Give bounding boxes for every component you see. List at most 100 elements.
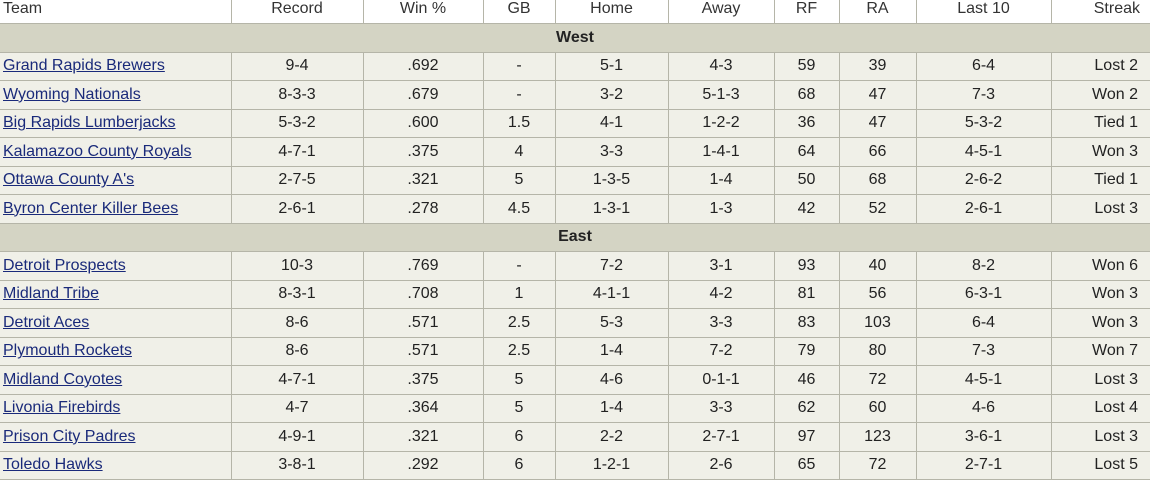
cell-ra: 103 [838,308,917,338]
cell-ra: 66 [838,137,917,167]
cell-team: Toledo Hawks [0,450,232,480]
column-header-last-10: Last 10 [915,0,1052,24]
cell-away: 0-1-1 [667,365,775,395]
cell-home: 4-1-1 [554,279,669,309]
cell-streak: Lost 4 [1050,393,1150,423]
cell-away: 1-4 [667,165,775,195]
cell-streak: Won 3 [1050,308,1150,338]
cell-rf: 62 [773,393,840,423]
table-row: Livonia Firebirds 4-7.364 5 1-4 3-3 62 60 4-6 Lo… [0,393,1150,423]
team-link[interactable]: Big Rapids Lumberjacks [3,114,176,132]
cell-gb: 5 [482,165,556,195]
cell-team: Grand Rapids Brewers [0,51,232,81]
cell-streak: Tied 1 [1050,108,1150,138]
table-row: Wyoming Nationals 8-3-3.679-3-2 5-1-3 68 47 7… [0,80,1150,110]
team-link[interactable]: Detroit Prospects [3,256,126,274]
cell-rf: 36 [773,108,840,138]
cell-ra: 68 [838,165,917,195]
cell-team: Livonia Firebirds [0,393,232,423]
cell-team: Prison City Padres [0,422,232,452]
cell-record: 2-6-1 [230,194,364,224]
cell-last-10: 2-6-1 [915,194,1052,224]
team-link[interactable]: Plymouth Rockets [3,342,132,360]
cell-record: 3-8-1 [230,450,364,480]
cell-record: 4-9-1 [230,422,364,452]
column-header-team: Team [0,0,232,24]
column-header-away: Away [667,0,775,24]
team-link[interactable]: Ottawa County A's [3,171,135,189]
cell-away: 3-1 [667,251,775,281]
cell-record: 4-7 [230,393,364,423]
cell-team: Big Rapids Lumberjacks [0,108,232,138]
cell-gb: 1 [482,279,556,309]
cell-win-pct: .375 [362,137,484,167]
cell-last-10: 6-3-1 [915,279,1052,309]
cell-record: 8-3-3 [230,80,364,110]
team-link[interactable]: Byron Center Killer Bees [3,199,179,217]
table-row: Grand Rapids Brewers 9-4.692-5-1 4-3 59 39 6-… [0,51,1150,81]
cell-last-10: 5-3-2 [915,108,1052,138]
cell-away: 4-3 [667,51,775,81]
cell-record: 8-3-1 [230,279,364,309]
table-row: Midland Tribe 8-3-1.708 1 4-1-1 4-2 81 56 6-3-1… [0,279,1150,309]
cell-away: 1-2-2 [667,108,775,138]
cell-win-pct: .375 [362,365,484,395]
cell-gb: - [482,51,556,81]
team-link[interactable]: Livonia Firebirds [3,399,121,417]
cell-last-10: 6-4 [915,51,1052,81]
cell-ra: 56 [838,279,917,309]
cell-win-pct: .321 [362,422,484,452]
cell-record: 8-6 [230,336,364,366]
cell-rf: 79 [773,336,840,366]
cell-ra: 40 [838,251,917,281]
column-header-gb: GB [482,0,556,24]
cell-last-10: 7-3 [915,336,1052,366]
cell-home: 4-1 [554,108,669,138]
cell-record: 8-6 [230,308,364,338]
cell-home: 2-2 [554,422,669,452]
cell-streak: Lost 5 [1050,450,1150,480]
cell-last-10: 7-3 [915,80,1052,110]
team-link[interactable]: Kalamazoo County Royals [3,142,192,160]
column-header-home: Home [554,0,669,24]
team-link[interactable]: Midland Coyotes [3,370,123,388]
cell-last-10: 4-5-1 [915,137,1052,167]
team-link[interactable]: Prison City Padres [3,427,136,445]
cell-streak: Lost 3 [1050,194,1150,224]
column-header-record: Record [230,0,364,24]
cell-streak: Lost 3 [1050,422,1150,452]
cell-team: Midland Coyotes [0,365,232,395]
cell-team: Midland Tribe [0,279,232,309]
team-link[interactable]: Wyoming Nationals [3,85,141,103]
cell-team: Plymouth Rockets [0,336,232,366]
cell-gb: - [482,251,556,281]
cell-streak: Lost 2 [1050,51,1150,81]
cell-streak: Lost 3 [1050,365,1150,395]
team-link[interactable]: Toledo Hawks [3,456,103,474]
team-link[interactable]: Midland Tribe [3,285,100,303]
cell-ra: 47 [838,80,917,110]
cell-away: 3-3 [667,393,775,423]
cell-rf: 81 [773,279,840,309]
cell-win-pct: .278 [362,194,484,224]
cell-rf: 68 [773,80,840,110]
team-link[interactable]: Detroit Aces [3,313,90,331]
table-row: Kalamazoo County Royals 4-7-1.375 4 3-3 1-4-… [0,137,1150,167]
cell-home: 4-6 [554,365,669,395]
cell-team: Ottawa County A's [0,165,232,195]
cell-rf: 97 [773,422,840,452]
cell-rf: 59 [773,51,840,81]
cell-home: 1-3-1 [554,194,669,224]
cell-win-pct: .321 [362,165,484,195]
team-link[interactable]: Grand Rapids Brewers [3,57,165,75]
cell-win-pct: .292 [362,450,484,480]
cell-gb: 5 [482,393,556,423]
cell-home: 3-3 [554,137,669,167]
cell-win-pct: .692 [362,51,484,81]
cell-gb: 2.5 [482,336,556,366]
cell-away: 7-2 [667,336,775,366]
cell-rf: 64 [773,137,840,167]
cell-team: Wyoming Nationals [0,80,232,110]
cell-streak: Won 7 [1050,336,1150,366]
standings-body: West Grand Rapids Brewers 9-4.692-5-1 4-3 59… [0,23,1150,480]
